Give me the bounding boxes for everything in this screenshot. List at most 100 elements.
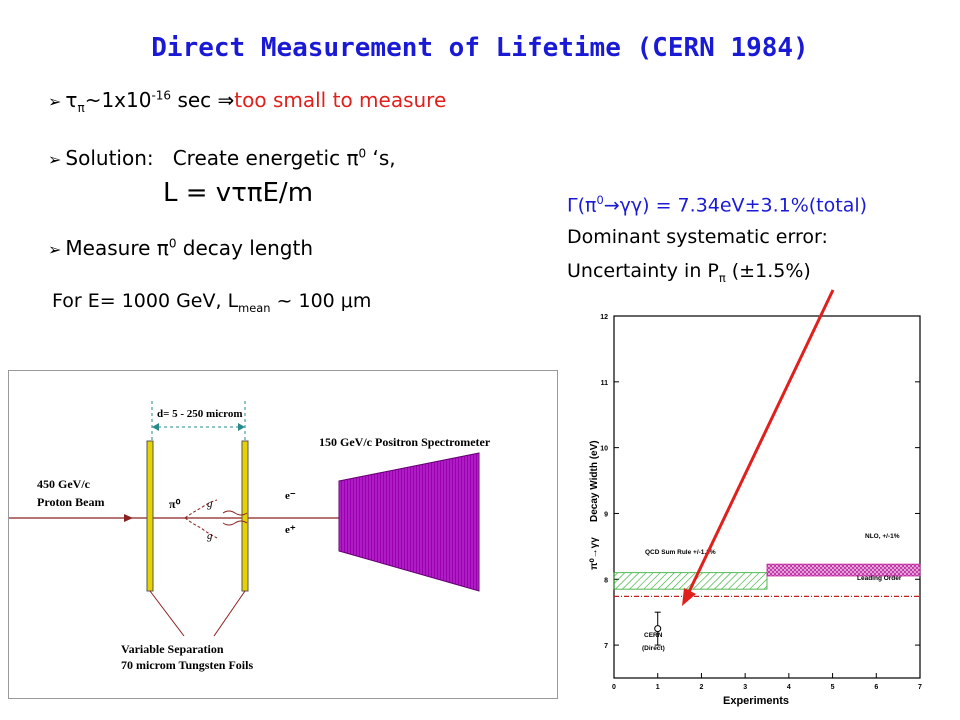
gamma-symbol: Γ [567, 194, 578, 217]
leading-order-label: Leading Order [857, 575, 902, 582]
lifetime-unit: sec [177, 88, 212, 112]
x-tick-label: 1 [656, 684, 660, 691]
mean-subscript: mean [238, 300, 271, 315]
gamma-label-upper: g [207, 498, 213, 510]
y-tick-label: 12 [600, 314, 608, 321]
beam-name-label: Proton Beam [37, 495, 104, 509]
formula-tau: τ [231, 178, 247, 208]
tungsten-foil-right [241, 440, 249, 592]
length-formula: L = vτπE/m [163, 178, 313, 208]
separation-arrow-left-icon [152, 423, 159, 431]
cern-data-point [654, 625, 662, 633]
uncertainty-text: Uncertainty in P [567, 260, 719, 282]
separation-label: d= 5 - 250 microm [157, 408, 243, 420]
arrow-symbol: → [603, 194, 620, 217]
bullet-arrow-icon: ➢ [48, 92, 62, 111]
solution-text: Create energetic [172, 146, 347, 170]
y-axis-prefix: π⁰→γγ [589, 537, 600, 570]
y-tick-label: 7 [604, 643, 608, 650]
paren-close: ) [642, 194, 650, 217]
plot-frame [613, 315, 921, 679]
electron-track [222, 510, 248, 516]
x-tick-label: 7 [918, 684, 922, 691]
spectrometer-label: 150 GeV/c Positron Spectrometer [319, 435, 491, 449]
paren-open: ( [577, 194, 586, 217]
decay-width-result: Γ(π0→γγ) = 7.34eV±3.1%(total) [567, 193, 867, 216]
solution-suffix: ‘s, [366, 146, 396, 170]
experiment-diagram: d= 5 - 250 microm 450 GeV/c Proton Beam … [8, 370, 558, 699]
y-tick-label: 10 [600, 446, 608, 453]
pi-zero-sup: 0 [168, 236, 177, 251]
nlo-band-label: NLO, +/-1% [865, 533, 900, 540]
x-tick-label: 2 [699, 684, 703, 691]
pointer-line-right [213, 590, 246, 637]
result-value: = 7.34eV [649, 194, 745, 217]
lifetime-exponent: -16 [151, 88, 172, 103]
approx-symbol: ~ [276, 290, 293, 312]
positron-track [222, 520, 248, 526]
tungsten-foils-label: 70 microm Tungsten Foils [121, 658, 253, 672]
tungsten-foil-left [146, 440, 154, 592]
y-tick-label: 11 [601, 380, 609, 387]
formula-pi: π [246, 178, 263, 208]
plus-minus: ± [744, 194, 761, 217]
gamma-ray-lower [184, 517, 218, 539]
too-small-note: too small to measure [234, 88, 447, 112]
x-tick-label: 4 [787, 684, 791, 691]
x-tick-label: 0 [612, 684, 616, 691]
qcd-band-label: QCD Sum Rule +/-1.3% [645, 549, 716, 556]
points-layer [654, 611, 662, 646]
pi-zero-sup: 0 [358, 146, 367, 161]
spectrometer-magnet [338, 452, 480, 592]
uncertainty-value: (±1.5%) [725, 260, 811, 282]
bullet-arrow-icon: ➢ [48, 150, 62, 169]
experiment-diagram-svg: d= 5 - 250 microm 450 GeV/c Proton Beam … [9, 401, 491, 672]
bullet-arrow-icon: ➢ [48, 240, 62, 259]
bullet-measure: ➢ Measure π0 decay length [48, 236, 313, 260]
solution-label: Solution: [65, 146, 154, 170]
for-e-suffix: 100 μm [292, 290, 372, 312]
x-tick-label: 6 [874, 684, 878, 691]
y-tick-label: 9 [604, 511, 608, 518]
x-tick-label: 3 [743, 684, 747, 691]
electron-label: e⁻ [285, 490, 296, 502]
result-percent: 3.1%(total) [760, 194, 868, 217]
beam-energy-label: 450 GeV/c [37, 477, 91, 491]
gamma-ray-upper [184, 499, 218, 519]
separation-arrow-right-icon [238, 423, 245, 431]
systematic-error-line: Dominant systematic error: [567, 226, 828, 248]
y-axis-label: Decay Width (eV) [589, 440, 600, 522]
implies-symbol: ⇒ [217, 88, 235, 112]
gamma-label-lower: g [207, 530, 213, 542]
y-tick-label: 8 [604, 577, 608, 584]
x-tick-label: 5 [831, 684, 835, 691]
measure-text: Measure [65, 236, 157, 260]
qcd-sum-rule-band [613, 572, 768, 590]
mean-length-line: For E= 1000 GeV, Lmean ~ 100 μm [52, 290, 371, 315]
pi0-label: π⁰ [169, 497, 181, 511]
bullet-solution: ➢ Solution: Create energetic π0 ‘s, [48, 146, 396, 170]
tau-symbol: τ [65, 88, 78, 112]
pi-zero-sup: 0 [596, 193, 604, 207]
slide-title: Direct Measurement of Lifetime (CERN 198… [151, 33, 809, 63]
for-e-prefix: For E= 1000 GeV, L [52, 290, 239, 312]
y-axis-label-group: π⁰→γγ Decay Width (eV) [589, 440, 600, 570]
uncertainty-line: Uncertainty in Pπ (±1.5%) [567, 260, 811, 285]
cern-direct-label: (Direct) [642, 645, 665, 652]
variable-separation-label: Variable Separation [121, 642, 224, 656]
bullet-lifetime: ➢ τπ~1x10-16 sec ⇒too small to measure [48, 88, 446, 115]
approx-symbol: ~ [84, 88, 102, 112]
positron-label: e⁺ [285, 524, 296, 536]
pointer-line-left [149, 590, 185, 637]
x-axis-ticks: 0 1 2 3 4 5 6 7 [612, 673, 922, 691]
formula-lhs: L = v [163, 178, 232, 208]
pi-symbol: π [156, 236, 169, 260]
cern-label: CERN [644, 632, 663, 639]
pi-symbol: π [346, 146, 359, 170]
gamma-gamma: γγ [619, 194, 643, 217]
measure-suffix: decay length [176, 236, 314, 260]
y-axis-ticks: 7 8 9 10 11 12 [600, 314, 920, 650]
formula-rhs: E/m [262, 178, 314, 208]
